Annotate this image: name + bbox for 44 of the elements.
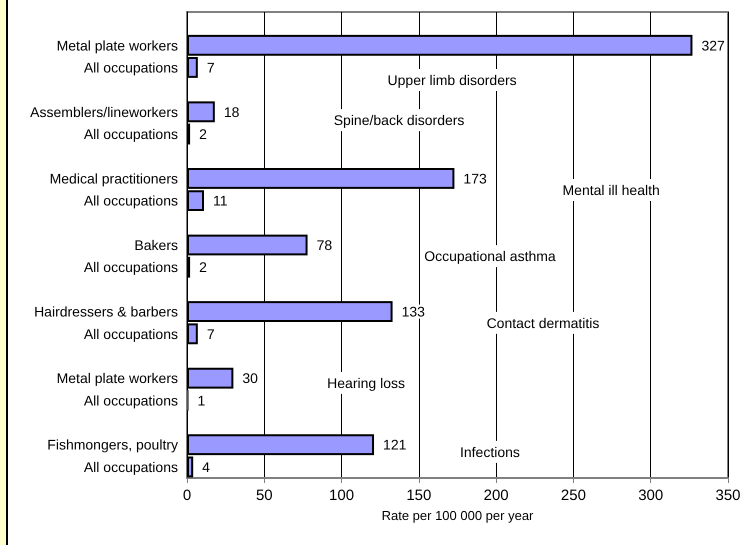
x-axis-title: Rate per 100 000 per year <box>382 508 534 523</box>
data-label: 30 <box>242 370 258 386</box>
x-tick-label: 100 <box>329 487 354 504</box>
y-tick-label: All occupations <box>84 192 178 209</box>
annotation: Mental ill health <box>562 182 660 198</box>
data-label: 11 <box>213 192 228 209</box>
data-label: 2 <box>199 126 208 142</box>
data-label: 7 <box>206 326 215 342</box>
y-tick-label: All occupations <box>84 392 178 408</box>
data-label: 2 <box>199 259 208 276</box>
x-tick-label: 0 <box>182 487 192 504</box>
y-tick-label: Bakers <box>134 237 178 253</box>
data-label: 7 <box>206 59 215 76</box>
y-tick-label: All occupations <box>84 458 178 475</box>
data-label: 4 <box>202 458 210 475</box>
data-label: 78 <box>316 237 332 253</box>
y-tick-label: Medical practitioners <box>50 170 178 186</box>
data-label: 327 <box>701 37 726 54</box>
y-tick-label: Assemblers/lineworkers <box>30 104 178 120</box>
x-tick-label: 250 <box>560 487 586 504</box>
y-tick-label: Fishmongers, poultry <box>47 436 178 453</box>
y-tick-label: Metal plate workers <box>56 370 178 386</box>
annotation: Upper limb disorders <box>388 72 517 88</box>
annotation: Contact dermatitis <box>486 314 600 331</box>
annotation: Occupational asthma <box>424 248 556 264</box>
data-label: 1 <box>198 392 206 408</box>
annotation: Infections <box>460 444 520 460</box>
data-label: 121 <box>383 436 407 453</box>
y-tick-label: Metal plate workers <box>56 37 178 54</box>
y-tick-label: Hairdressers & barbers <box>34 304 178 320</box>
data-label: 173 <box>463 170 487 186</box>
y-tick-label: All occupations <box>84 59 178 76</box>
x-tick-label: 350 <box>715 487 741 504</box>
x-tick-label: 50 <box>256 487 273 504</box>
y-tick-label: All occupations <box>84 259 178 276</box>
y-tick-label: All occupations <box>84 326 178 342</box>
y-tick-label: All occupations <box>84 126 178 142</box>
data-label: 18 <box>224 104 240 120</box>
annotation: Hearing loss <box>327 374 405 391</box>
x-tick-label: 200 <box>484 487 509 504</box>
data-label: 133 <box>402 304 426 320</box>
x-tick-label: 150 <box>406 487 432 504</box>
annotation: Spine/back disorders <box>334 112 464 128</box>
x-tick-label: 300 <box>638 487 664 504</box>
